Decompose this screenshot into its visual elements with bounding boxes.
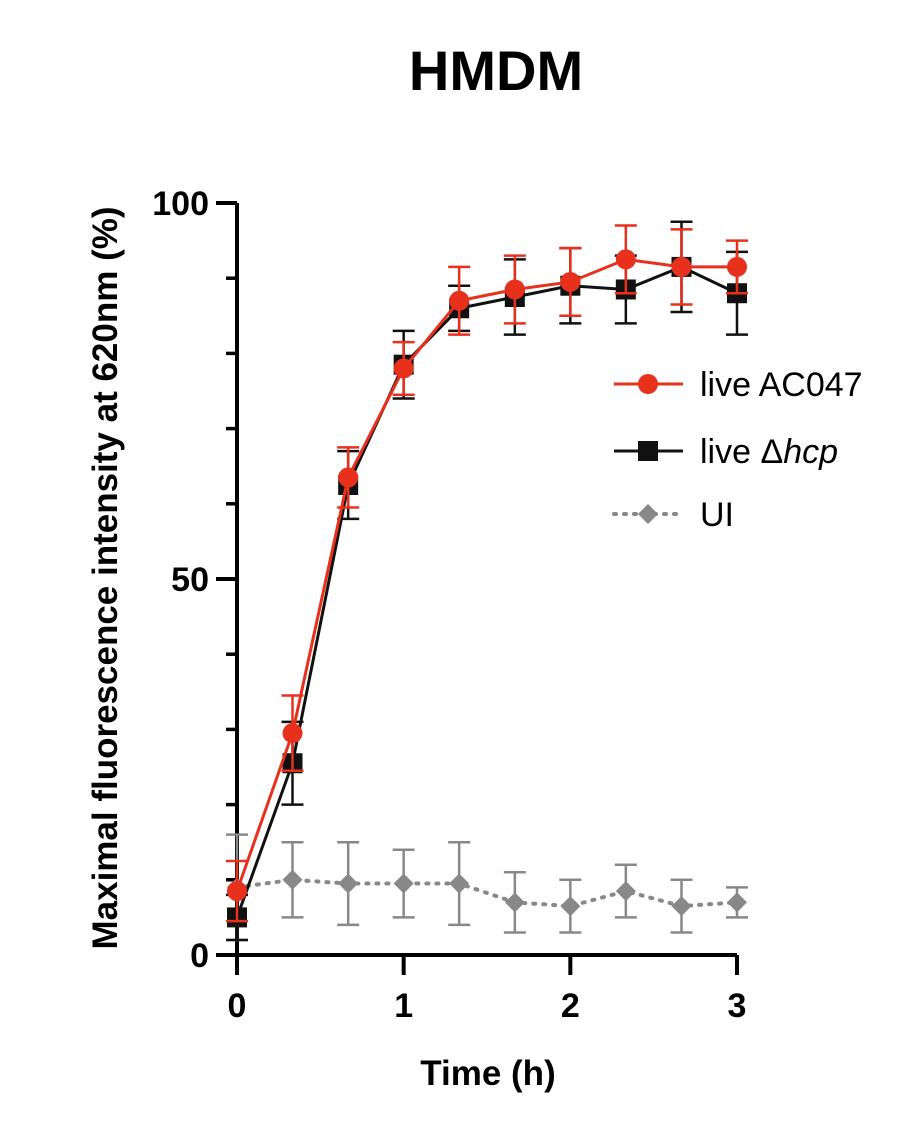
data-point [727,892,747,913]
x-axis-label: Time (h) [420,1054,555,1093]
legend-entry: live AC047 [614,366,863,404]
series-line [235,877,739,909]
data-point [282,723,303,744]
legend-marker [638,441,658,461]
series-1 [226,220,748,942]
data-point [504,892,525,913]
data-point [449,290,470,311]
data-point [227,881,247,902]
x-tick-label: 2 [561,987,580,1025]
series-0 [226,224,748,923]
y-tick-label: 50 [171,561,209,599]
data-point [615,249,636,270]
data-point [560,271,581,292]
series-2 [226,833,748,942]
plot-area [226,220,748,942]
chart-title: HMDM [409,39,583,102]
legend-entry: UI [612,496,734,534]
x-tick-label: 3 [728,987,747,1025]
x-tick-label: 1 [394,987,413,1025]
legend-marker [638,374,658,394]
data-point [671,256,692,277]
y-tick-label: 100 [152,185,209,223]
data-point [338,873,359,894]
data-point [504,279,525,300]
legend-label: live Δhcp [700,433,838,471]
y-tick-label: 0 [190,937,209,975]
series-line [235,257,737,892]
data-point [449,873,470,894]
x-tick-label: 0 [228,987,247,1025]
axes [235,203,737,957]
series-line [235,265,738,918]
ticks: 0 50 100 0 1 2 3 [152,185,746,1025]
data-point [338,467,359,488]
legend-marker [638,504,658,524]
data-point [560,896,581,917]
legend-entry: live Δhcp [614,433,838,471]
legend-label: UI [700,496,734,534]
data-point [671,896,692,917]
data-point [615,881,636,902]
legend-label: live AC047 [700,366,863,404]
data-point [393,873,414,894]
y-axis-label: Maximal fluorescence intensity at 620nm … [86,206,125,949]
data-point [393,358,414,379]
data-point [282,869,303,890]
legend: live AC047 live Δhcp UI [612,366,863,534]
data-point [727,256,747,277]
